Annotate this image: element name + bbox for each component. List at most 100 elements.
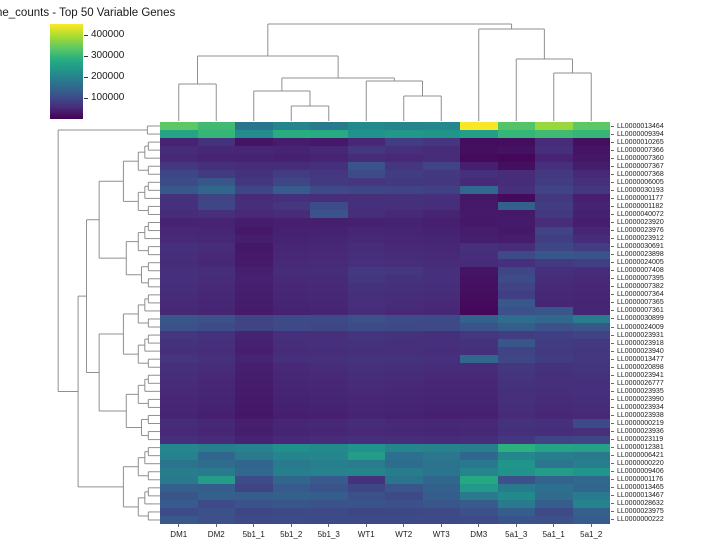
heatmap-cell <box>160 250 198 259</box>
row-tick <box>611 511 614 513</box>
heatmap-cell <box>385 258 423 267</box>
heatmap-cell <box>235 202 273 211</box>
row-label: LL0000023976 <box>611 227 664 235</box>
heatmap-cell <box>497 170 535 179</box>
heatmap-cell <box>310 258 348 267</box>
column-label: WT3 <box>423 524 461 539</box>
heatmap-cell <box>535 435 573 444</box>
row-label-text: LL0000023119 <box>617 436 664 444</box>
heatmap-cell <box>422 290 460 299</box>
heatmap-cell <box>197 266 235 275</box>
row-label-text: LL0000006005 <box>617 178 664 186</box>
heatmap-cell <box>422 130 460 139</box>
heatmap-cell <box>347 170 385 179</box>
heatmap-cell <box>272 387 310 396</box>
heatmap-cell <box>310 274 348 283</box>
heatmap-cell <box>310 451 348 460</box>
heatmap-cell <box>535 314 573 323</box>
heatmap-cell <box>160 178 198 187</box>
heatmap-cell <box>310 395 348 404</box>
heatmap-cell <box>197 122 235 131</box>
heatmap-cell <box>347 178 385 187</box>
heatmap-cell <box>160 403 198 412</box>
row-label: LL0000023934 <box>611 403 664 411</box>
heatmap-cell <box>235 282 273 291</box>
heatmap-cell <box>235 331 273 340</box>
heatmap-cell <box>160 467 198 476</box>
heatmap-cell <box>197 363 235 372</box>
heatmap-cell <box>422 491 460 500</box>
heatmap-cell <box>572 162 610 171</box>
heatmap-cell <box>497 194 535 203</box>
heatmap-cell <box>385 419 423 428</box>
heatmap-cell <box>497 266 535 275</box>
heatmap-cell <box>572 379 610 388</box>
heatmap-cell <box>497 371 535 380</box>
row-tick <box>611 471 614 473</box>
heatmap-cell <box>235 355 273 364</box>
heatmap-cell <box>385 130 423 139</box>
heatmap-cell <box>235 515 273 524</box>
heatmap-cell <box>160 331 198 340</box>
heatmap-cell <box>497 411 535 420</box>
heatmap-cell <box>272 499 310 508</box>
heatmap-cell <box>497 242 535 251</box>
heatmap-cell <box>460 242 498 251</box>
column-label: DM2 <box>198 524 236 539</box>
heatmap-cell <box>422 210 460 219</box>
heatmap-cell <box>160 355 198 364</box>
row-tick <box>611 213 614 215</box>
heatmap-cell <box>235 306 273 315</box>
row-label-text: LL0000023934 <box>617 403 664 411</box>
heatmap-cell <box>160 435 198 444</box>
heatmap-cell <box>422 403 460 412</box>
row-label: LL0000013465 <box>611 484 664 492</box>
row-tick <box>611 205 614 207</box>
heatmap-cell <box>497 274 535 283</box>
heatmap-cell <box>385 274 423 283</box>
heatmap-cell <box>197 186 235 195</box>
heatmap-cell <box>385 467 423 476</box>
heatmap-cell <box>460 395 498 404</box>
heatmap-cell <box>572 339 610 348</box>
heatmap-cell <box>385 339 423 348</box>
row-label-text: LL0000000219 <box>617 419 664 427</box>
column-label: DM1 <box>160 524 198 539</box>
heatmap-cell <box>497 515 535 524</box>
heatmap-cell <box>535 419 573 428</box>
heatmap-cell <box>310 122 348 131</box>
row-tick <box>611 503 614 505</box>
row-tick <box>611 181 614 183</box>
heatmap-cell <box>310 427 348 436</box>
row-tick <box>611 455 614 457</box>
heatmap-cell <box>347 451 385 460</box>
heatmap-cell <box>235 122 273 131</box>
heatmap-cell <box>535 154 573 163</box>
heatmap-cell <box>460 499 498 508</box>
heatmap-cell <box>197 170 235 179</box>
heatmap-cell <box>385 178 423 187</box>
row-label-text: LL0000009394 <box>617 130 664 138</box>
heatmap-cell <box>535 371 573 380</box>
heatmap-cell <box>310 282 348 291</box>
row-label-text: LL0000023938 <box>617 411 664 419</box>
row-label-text: LL0000026777 <box>617 379 664 387</box>
column-label-text: DM3 <box>470 530 488 539</box>
heatmap-cell <box>272 162 310 171</box>
heatmap-cell <box>235 371 273 380</box>
heatmap-cell <box>497 427 535 436</box>
column-label: WT2 <box>385 524 423 539</box>
heatmap-cell <box>310 339 348 348</box>
heatmap-cell <box>197 435 235 444</box>
row-label: LL0000000219 <box>611 419 664 427</box>
row-tick <box>611 157 614 159</box>
heatmap-cell <box>310 202 348 211</box>
heatmap-cell <box>272 282 310 291</box>
row-label-text: LL0000020898 <box>617 363 664 371</box>
heatmap-cell <box>497 130 535 139</box>
heatmap-cell <box>272 443 310 452</box>
heatmap-cell <box>197 355 235 364</box>
heatmap-cell <box>422 395 460 404</box>
heatmap-cell <box>497 459 535 468</box>
row-tick <box>611 334 614 336</box>
